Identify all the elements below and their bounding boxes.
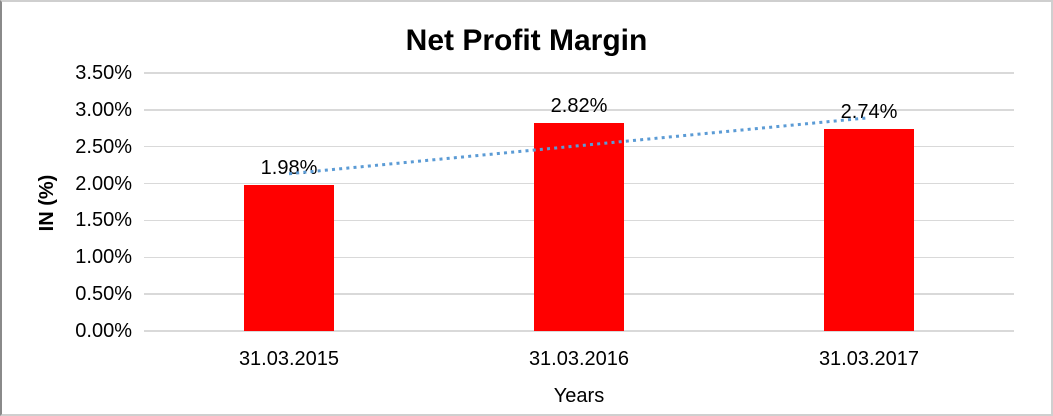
gridline [144,330,1014,332]
y-axis-tick-label: 1.00% [75,246,132,269]
data-label: 2.82% [550,95,608,118]
x-axis-tick-label: 31.03.2016 [528,348,630,370]
gridline [144,109,1014,111]
data-label: 1.98% [260,157,318,180]
y-axis-tick-label: 1.50% [75,209,132,232]
data-label: 2.74% [840,101,898,124]
x-axis-tick-label: 31.03.2017 [818,348,920,370]
x-axis-title: Years [553,385,605,407]
y-axis-tick-label: 2.00% [75,172,132,195]
y-axis-tick-label: 2.50% [75,135,132,158]
y-axis-tick-label: 3.00% [75,98,132,121]
chart-title: Net Profit Margin [405,24,648,57]
y-axis-tick-label: 3.50% [75,62,132,84]
y-axis-tick-label: 0.50% [75,283,132,306]
bar [824,129,914,331]
gridline [144,72,1014,74]
y-axis-tick-label: 0.00% [75,320,132,342]
x-axis-tick-label: 31.03.2015 [238,348,340,370]
bar [244,185,334,331]
bar [534,123,624,331]
